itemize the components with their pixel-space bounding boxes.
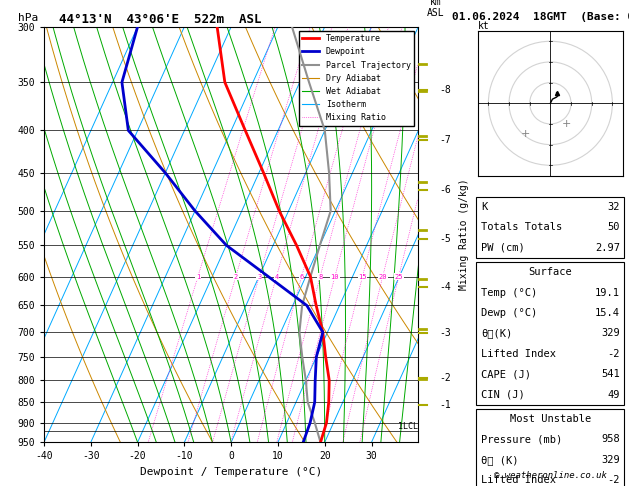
Text: Most Unstable: Most Unstable xyxy=(509,414,591,424)
Text: 15.4: 15.4 xyxy=(595,308,620,318)
Text: km
ASL: km ASL xyxy=(426,0,445,18)
Text: Lifted Index: Lifted Index xyxy=(481,475,556,485)
Text: 1LCL: 1LCL xyxy=(398,422,418,431)
Text: CIN (J): CIN (J) xyxy=(481,390,525,399)
Text: 958: 958 xyxy=(601,434,620,444)
Text: hPa: hPa xyxy=(18,13,38,22)
Text: θᴇ(K): θᴇ(K) xyxy=(481,329,512,338)
Text: 44°13'N  43°06'E  522m  ASL: 44°13'N 43°06'E 522m ASL xyxy=(44,13,262,26)
Text: Lifted Index: Lifted Index xyxy=(481,349,556,359)
Text: -2: -2 xyxy=(608,349,620,359)
Text: 329: 329 xyxy=(601,329,620,338)
Text: -4: -4 xyxy=(439,282,451,292)
Text: Pressure (mb): Pressure (mb) xyxy=(481,434,562,444)
Text: 541: 541 xyxy=(601,369,620,379)
Text: Totals Totals: Totals Totals xyxy=(481,223,562,232)
Text: 1: 1 xyxy=(196,274,200,279)
Text: PW (cm): PW (cm) xyxy=(481,243,525,253)
Text: -1: -1 xyxy=(439,400,451,410)
Text: © weatheronline.co.uk: © weatheronline.co.uk xyxy=(494,471,607,480)
Text: 32: 32 xyxy=(608,202,620,212)
Text: 25: 25 xyxy=(394,274,403,279)
Text: 19.1: 19.1 xyxy=(595,288,620,297)
Text: 329: 329 xyxy=(601,455,620,465)
Text: 2.97: 2.97 xyxy=(595,243,620,253)
Text: -7: -7 xyxy=(439,135,451,145)
Text: 4: 4 xyxy=(274,274,279,279)
Text: Temp (°C): Temp (°C) xyxy=(481,288,537,297)
Text: Mixing Ratio (g/kg): Mixing Ratio (g/kg) xyxy=(459,179,469,290)
Text: -5: -5 xyxy=(439,234,451,244)
Text: +: + xyxy=(562,119,572,129)
Text: 8: 8 xyxy=(318,274,322,279)
Text: -2: -2 xyxy=(439,373,451,383)
Text: 2: 2 xyxy=(233,274,238,279)
Text: -6: -6 xyxy=(439,185,451,195)
Text: 15: 15 xyxy=(359,274,367,279)
Text: CAPE (J): CAPE (J) xyxy=(481,369,531,379)
Legend: Temperature, Dewpoint, Parcel Trajectory, Dry Adiabat, Wet Adiabat, Isotherm, Mi: Temperature, Dewpoint, Parcel Trajectory… xyxy=(299,31,414,125)
Text: kt: kt xyxy=(478,21,490,31)
Text: Dewp (°C): Dewp (°C) xyxy=(481,308,537,318)
Bar xyxy=(476,409,625,486)
Text: -2: -2 xyxy=(608,475,620,485)
Text: θᴇ (K): θᴇ (K) xyxy=(481,455,518,465)
Text: Surface: Surface xyxy=(528,267,572,277)
Text: 49: 49 xyxy=(608,390,620,399)
Bar xyxy=(476,262,625,405)
Text: +: + xyxy=(521,129,530,139)
Text: 01.06.2024  18GMT  (Base: 06): 01.06.2024 18GMT (Base: 06) xyxy=(452,12,629,22)
Text: 6: 6 xyxy=(299,274,304,279)
Text: 3: 3 xyxy=(257,274,262,279)
Text: 20: 20 xyxy=(379,274,387,279)
X-axis label: Dewpoint / Temperature (°C): Dewpoint / Temperature (°C) xyxy=(140,467,322,477)
Text: -3: -3 xyxy=(439,328,451,338)
Text: -8: -8 xyxy=(439,86,451,95)
Text: 10: 10 xyxy=(331,274,339,279)
Text: 50: 50 xyxy=(608,223,620,232)
Bar xyxy=(476,197,625,258)
Text: K: K xyxy=(481,202,487,212)
